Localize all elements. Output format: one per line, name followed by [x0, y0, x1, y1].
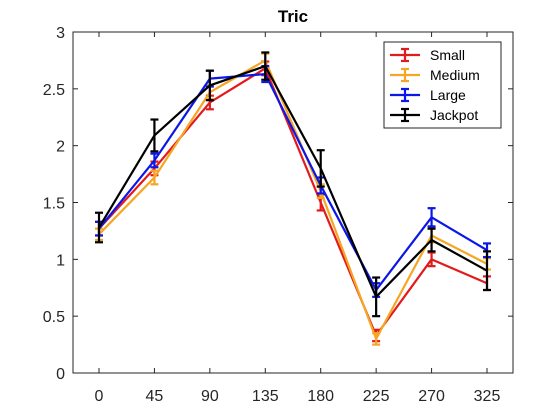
y-tick-label: 2.5	[43, 82, 65, 99]
series-jackpot	[95, 51, 491, 318]
legend-label-medium: Medium	[430, 67, 480, 83]
chart-title: Tric	[278, 7, 308, 26]
x-tick-label: 270	[418, 388, 445, 405]
y-tick-label: 0.5	[43, 309, 65, 326]
x-tick-label: 45	[146, 388, 164, 405]
series-line-small	[98, 67, 488, 337]
y-tick-label: 1	[56, 252, 65, 269]
x-tick-label: 180	[307, 388, 334, 405]
series-line-medium	[98, 59, 488, 340]
series-layer	[95, 51, 491, 346]
x-tick-label: 225	[363, 388, 390, 405]
y-tick-label: 0	[56, 366, 65, 383]
x-tick-label: 325	[474, 388, 501, 405]
y-tick-label: 2	[56, 139, 65, 156]
legend: Small Medium Large Jackpot	[383, 41, 502, 129]
y-tick-label: 1.5	[43, 196, 65, 213]
series-line-large	[98, 72, 488, 292]
legend-label-small: Small	[430, 47, 465, 63]
x-tick-label: 135	[252, 388, 279, 405]
y-tick-label: 3	[56, 25, 65, 42]
legend-label-large: Large	[430, 87, 466, 103]
x-tick-label: 0	[95, 388, 104, 405]
series-line-jackpot	[98, 64, 488, 298]
x-tick-label: 90	[201, 388, 219, 405]
axes-layer: 0 0.5 1 1.5 2 2.5 3 0 45 90 135 180 225 270 325	[43, 25, 514, 405]
legend-box	[383, 41, 502, 129]
legend-label-jackpot: Jackpot	[430, 107, 478, 123]
